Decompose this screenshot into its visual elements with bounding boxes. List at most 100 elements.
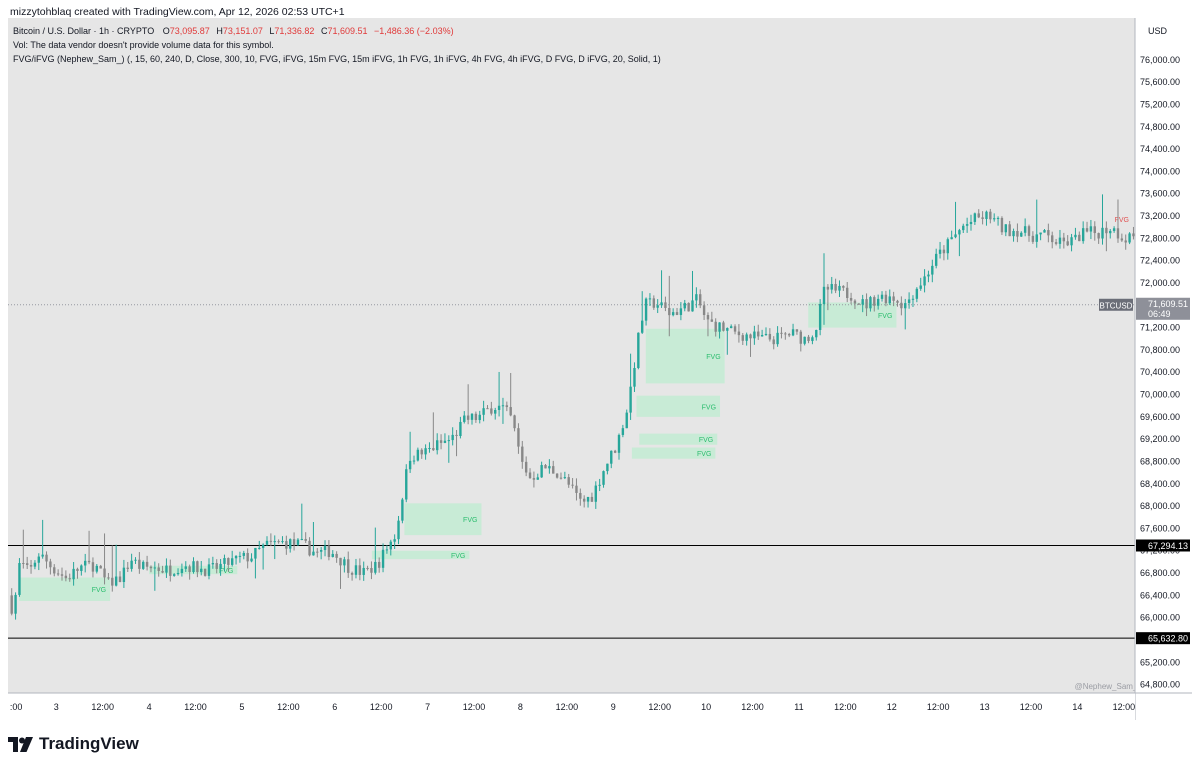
fvg-zone <box>808 302 897 328</box>
candle-body <box>157 567 160 572</box>
candle-body <box>184 566 187 569</box>
candle-body <box>1031 235 1035 242</box>
chart-pane[interactable]: @Nephew_Sam_ FVG FVG FVG FVG FVG FVG FVG FVG FVG… <box>8 18 1192 720</box>
x-tick-label: 3 <box>54 702 59 712</box>
candle-body <box>830 284 833 290</box>
candle-body <box>343 559 346 566</box>
candle-body <box>281 541 284 543</box>
currency-label: USD <box>1148 26 1168 36</box>
candle-body <box>884 294 888 304</box>
candle-body <box>420 449 423 455</box>
candle-body <box>582 498 586 502</box>
candle-body <box>180 568 184 573</box>
candle-body <box>540 465 543 478</box>
candle-body <box>625 412 628 429</box>
symbol-title[interactable]: Bitcoin / U.S. Dollar · 1h · CRYPTO <box>13 26 155 36</box>
price-chart[interactable]: @Nephew_Sam_ FVGFVGFVGFVGFVGFVGFVGFVGFVG… <box>8 18 1192 720</box>
tradingview-logo[interactable]: TradingView <box>8 734 139 754</box>
candle-body <box>242 552 245 556</box>
candle-body <box>594 485 597 502</box>
change-value: −1,486.36 (−2.03%) <box>374 26 454 36</box>
indicator-title[interactable]: FVG/iFVG (Nephew_Sam_) (, 15, 60, 240, D… <box>13 54 661 64</box>
y-tick-label: 74,400.00 <box>1140 144 1180 154</box>
candle-body <box>598 484 601 486</box>
fvg-zone-label: FVG <box>702 404 716 411</box>
volume-note[interactable]: Vol: The data vendor doesn't provide vol… <box>13 40 274 50</box>
candle-body <box>436 440 439 451</box>
candle-body <box>954 234 957 238</box>
candle-body <box>1066 241 1069 246</box>
candle-body <box>764 333 768 336</box>
candle-body <box>408 460 412 470</box>
candle-body <box>1023 226 1027 233</box>
candle-body <box>273 541 276 543</box>
price-axis[interactable]: USD 76,000.00 75,600.00 75,200.00 74,800.00 7… <box>1134 18 1192 720</box>
candle-body <box>1070 237 1073 246</box>
candle-body <box>1043 230 1046 233</box>
y-tick-label: 64,800.00 <box>1140 680 1180 690</box>
candle-body <box>838 285 841 291</box>
candle-body <box>1124 240 1127 243</box>
candle-body <box>1051 235 1054 243</box>
candle-body <box>579 492 582 499</box>
candle-body <box>138 559 141 569</box>
candle-body <box>710 319 714 322</box>
candle-body <box>726 328 729 331</box>
candle-body <box>215 563 218 569</box>
candle-body <box>1058 237 1062 244</box>
candle-body <box>45 554 48 562</box>
time-axis[interactable]: :00 3 12:00 4 12:00 5 12:00 6 12:00 7 12:00 8 12:00 9… <box>8 692 1192 720</box>
candle-body <box>1062 237 1066 242</box>
y-tick-label: 69,200.00 <box>1140 434 1180 444</box>
candle-body <box>1132 233 1135 237</box>
y-tick-label: 72,800.00 <box>1140 233 1180 243</box>
candle-body <box>1116 228 1120 239</box>
candle-body <box>358 565 362 575</box>
candle-body <box>888 296 891 304</box>
candle-body <box>923 276 926 286</box>
candle-body <box>95 565 99 572</box>
candle-body <box>362 567 365 575</box>
y-tick-label: 72,000.00 <box>1140 278 1180 288</box>
x-tick-label: 7 <box>425 702 430 712</box>
y-tick-label: 73,600.00 <box>1140 189 1180 199</box>
candle-body <box>192 561 195 573</box>
candle-body <box>254 547 257 559</box>
candle-body <box>753 331 756 339</box>
candle-body <box>544 465 547 469</box>
candle-body <box>973 213 977 222</box>
candle-body <box>312 551 315 556</box>
candle-body <box>671 312 675 316</box>
candle-body <box>130 560 133 569</box>
candle-body <box>962 225 965 231</box>
x-tick-label: 12:00 <box>927 702 950 712</box>
candle-body <box>466 415 470 420</box>
candle-body <box>760 335 764 337</box>
candle-body <box>451 434 454 441</box>
fvg-zone-label: FVG <box>697 451 711 458</box>
candle-body <box>648 298 652 300</box>
candle-body <box>455 434 458 437</box>
symbol-row[interactable]: Bitcoin / U.S. Dollar · 1h · CRYPTO O73,… <box>13 24 661 38</box>
fvg-zone-label: FVG <box>1115 217 1129 224</box>
candle-body <box>37 556 40 563</box>
candle-body <box>14 594 17 614</box>
y-tick-label: 67,600.00 <box>1140 523 1180 533</box>
fvg-zone <box>19 577 111 601</box>
candle-body <box>494 409 497 414</box>
candle-body <box>702 305 706 315</box>
candle-body <box>714 321 717 332</box>
candle-body <box>536 477 539 480</box>
candle-body <box>250 558 253 562</box>
y-tick-label: 69,600.00 <box>1140 412 1180 422</box>
fvg-zone <box>631 447 716 459</box>
x-tick-label: :00 <box>10 702 23 712</box>
candle-body <box>319 550 323 552</box>
low-value: 71,336.82 <box>274 26 315 36</box>
candle-body <box>822 286 826 305</box>
candle-body <box>269 540 273 542</box>
candle-body <box>149 566 153 569</box>
fvg-zone-label: FVG <box>92 587 106 594</box>
level-price-label: 65,632.80 <box>1148 634 1188 644</box>
candle-body <box>169 565 172 576</box>
